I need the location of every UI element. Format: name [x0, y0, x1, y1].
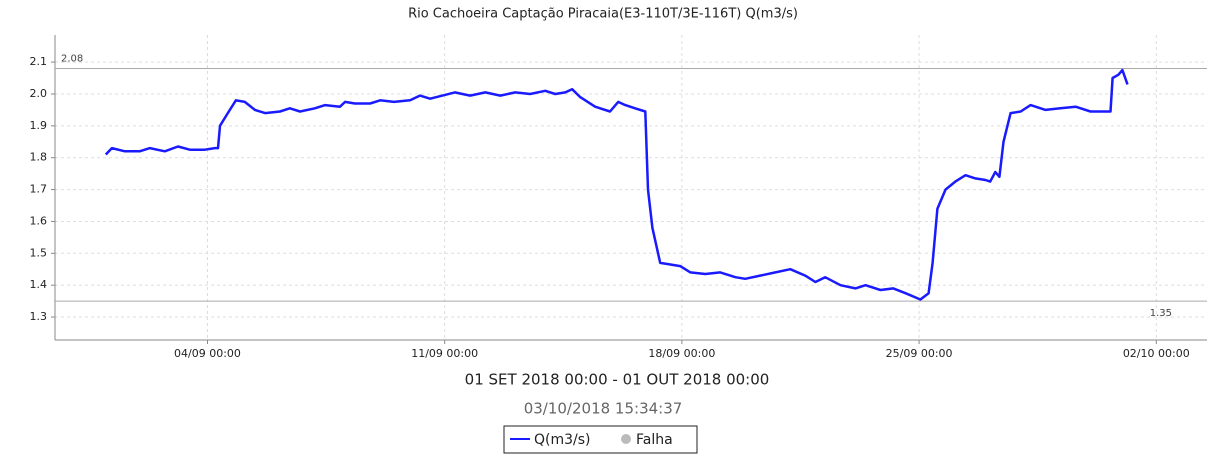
y-tick-label: 1.5	[30, 246, 48, 259]
legend-label: Falha	[636, 432, 673, 448]
y-tick-label: 1.3	[30, 310, 48, 323]
subtitle: 01 SET 2018 00:00 - 01 OUT 2018 00:00	[465, 371, 770, 389]
x-tick-label: 18/09 00:00	[648, 347, 715, 360]
y-tick-label: 1.9	[30, 119, 48, 132]
reference-label: 1.35	[1150, 308, 1172, 319]
y-tick-label: 1.4	[30, 278, 48, 291]
timestamp: 03/10/2018 15:34:37	[524, 400, 683, 418]
y-tick-label: 1.8	[30, 151, 48, 164]
reference-label: 2.08	[61, 53, 83, 64]
x-tick-label: 25/09 00:00	[886, 347, 953, 360]
legend-box	[503, 425, 698, 454]
y-tick-label: 1.7	[30, 183, 48, 196]
legend-label: Q(m3/s)	[534, 432, 591, 448]
y-tick-label: 2.0	[30, 87, 48, 100]
chart-title: Rio Cachoeira Captação Piracaia(E3-110T/…	[408, 7, 798, 22]
y-tick-label: 2.1	[30, 55, 48, 68]
y-tick-label: 1.6	[30, 214, 48, 227]
x-tick-label: 02/10 00:00	[1123, 347, 1190, 360]
legend-dot	[621, 434, 631, 444]
data-line	[104, 68, 1129, 301]
x-tick-label: 04/09 00:00	[174, 347, 241, 360]
x-tick-label: 11/09 00:00	[411, 347, 478, 360]
